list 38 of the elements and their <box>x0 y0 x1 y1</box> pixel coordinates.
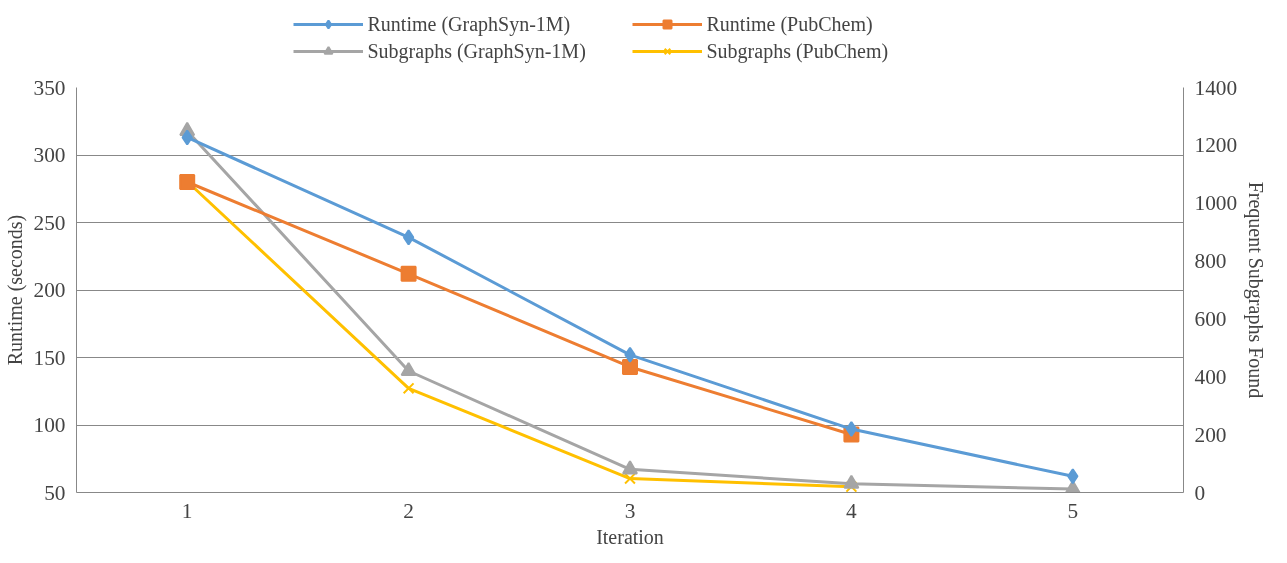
point <box>622 460 638 475</box>
y-tick-label: 350 <box>33 75 66 100</box>
y2-tick-label: 1000 <box>1194 191 1238 216</box>
point <box>181 129 193 146</box>
point <box>400 361 417 377</box>
x-tick-label: 4 <box>846 498 858 523</box>
point <box>400 265 417 282</box>
legend-label: Runtime (GraphSyn-1M) <box>367 12 572 36</box>
x-tick-label: 5 <box>1067 498 1079 523</box>
point <box>402 382 415 395</box>
y-tick-label: 100 <box>33 413 66 437</box>
x-tick-label: 1 <box>181 498 193 523</box>
y-tick-label: 150 <box>33 345 66 370</box>
x-tick-label: 3 <box>624 498 636 523</box>
y2-tick-label: 0 <box>1194 480 1206 505</box>
y2-tick-label: 600 <box>1194 306 1227 331</box>
y-axis-title: Runtime (seconds) <box>3 214 27 366</box>
point <box>624 346 636 363</box>
point <box>622 358 638 375</box>
point <box>1067 468 1079 485</box>
point <box>402 229 415 246</box>
x-axis-title: Iteration <box>596 525 664 548</box>
y-tick-label: 250 <box>33 210 66 235</box>
y2-axis-title: Frequent Subgraphs Found <box>1244 181 1268 399</box>
y2-tick-label: 800 <box>1194 249 1227 274</box>
y-tick-label: 200 <box>33 278 66 302</box>
legend-label: Subgraphs (GraphSyn-1M) <box>367 39 587 63</box>
point <box>845 421 858 438</box>
y-tick-label: 300 <box>33 143 66 167</box>
y2-tick-label: 400 <box>1194 364 1227 389</box>
x-tick-label: 2 <box>403 498 414 523</box>
y2-tick-label: 1200 <box>1194 133 1238 158</box>
legend-label: Subgraphs (PubChem) <box>706 39 890 63</box>
legend-label: Runtime (PubChem) <box>706 12 874 36</box>
y-tick-label: 50 <box>44 480 66 505</box>
y2-tick-label: 1400 <box>1194 75 1238 100</box>
point <box>843 474 860 489</box>
y2-tick-label: 200 <box>1194 422 1227 447</box>
